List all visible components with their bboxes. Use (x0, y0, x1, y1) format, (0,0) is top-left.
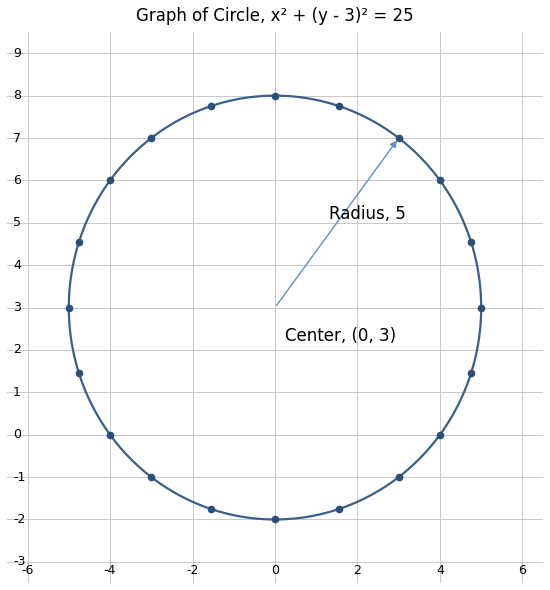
Text: 4: 4 (13, 258, 21, 271)
Text: -6: -6 (21, 563, 34, 576)
Text: -1: -1 (13, 471, 25, 484)
Title: Graph of Circle, x² + (y - 3)² = 25: Graph of Circle, x² + (y - 3)² = 25 (136, 7, 414, 25)
Text: Center, (0, 3): Center, (0, 3) (285, 327, 397, 346)
Text: 2: 2 (13, 343, 21, 356)
Text: 7: 7 (13, 132, 21, 145)
Text: 0: 0 (271, 563, 279, 576)
Text: 6: 6 (519, 563, 526, 576)
Text: 6: 6 (13, 174, 21, 187)
Text: Radius, 5: Radius, 5 (328, 205, 405, 222)
Text: 1: 1 (13, 386, 21, 399)
Text: -4: -4 (104, 563, 116, 576)
Text: 2: 2 (354, 563, 361, 576)
Text: -2: -2 (13, 513, 25, 526)
Text: 8: 8 (13, 89, 21, 102)
Text: 3: 3 (13, 301, 21, 314)
Text: 9: 9 (13, 47, 21, 60)
Text: 4: 4 (436, 563, 444, 576)
Text: 5: 5 (13, 217, 21, 230)
Text: -3: -3 (13, 555, 25, 568)
Text: -2: -2 (186, 563, 199, 576)
Text: 0: 0 (13, 428, 21, 441)
